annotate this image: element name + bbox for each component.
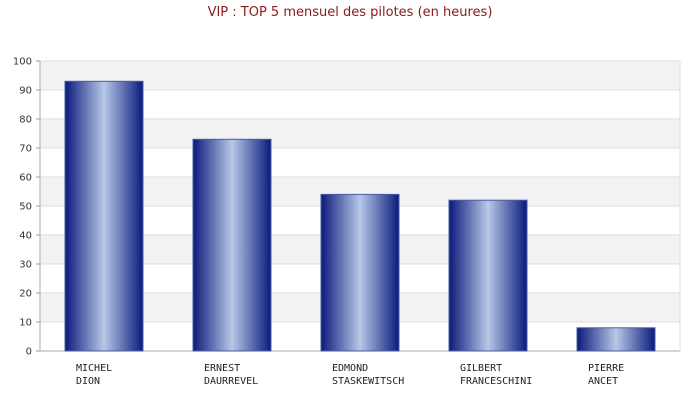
bar	[576, 327, 656, 352]
y-tick-label: 80	[19, 115, 32, 126]
y-tick-label: 10	[19, 318, 32, 329]
y-tick-label: 50	[19, 202, 32, 213]
y-tick-label: 100	[13, 57, 32, 68]
x-tick-label: GILBERT	[460, 363, 502, 374]
x-tick-label: DAURREVEL	[204, 376, 258, 387]
plot-band	[40, 61, 680, 90]
bar	[320, 193, 400, 352]
x-tick-label: PIERRE	[588, 363, 624, 374]
bar	[64, 80, 144, 352]
y-tick-label: 90	[19, 86, 32, 97]
y-tick-label: 20	[19, 289, 32, 300]
bar	[192, 138, 272, 352]
x-tick-label: STASKEWITSCH	[332, 376, 404, 387]
x-tick-label: MICHEL	[76, 363, 112, 374]
y-tick-label: 30	[19, 260, 32, 271]
y-tick-labels: 0 10 20 30 40 50 60 70 80 90 100	[13, 57, 32, 358]
chart-title: VIP : TOP 5 mensuel des pilotes (en heur…	[207, 5, 493, 20]
x-tick-label: ANCET	[588, 376, 618, 387]
x-tick-label: DION	[76, 376, 100, 387]
y-tick-label: 40	[19, 231, 32, 242]
x-tick-labels: MICHEL DION ERNEST DAURREVEL EDMOND STASKEWIT…	[76, 363, 624, 387]
bars	[64, 80, 656, 352]
plot-band	[40, 148, 680, 177]
x-tick-label: ERNEST	[204, 363, 240, 374]
plot-band	[40, 90, 680, 119]
y-tick-label: 60	[19, 173, 32, 184]
x-tick-label: FRANCESCHINI	[460, 376, 532, 387]
y-tick-label: 70	[19, 144, 32, 155]
x-tick-label: EDMOND	[332, 363, 368, 374]
bar	[448, 199, 528, 352]
y-tick-label: 0	[26, 347, 32, 358]
plot-band	[40, 119, 680, 148]
